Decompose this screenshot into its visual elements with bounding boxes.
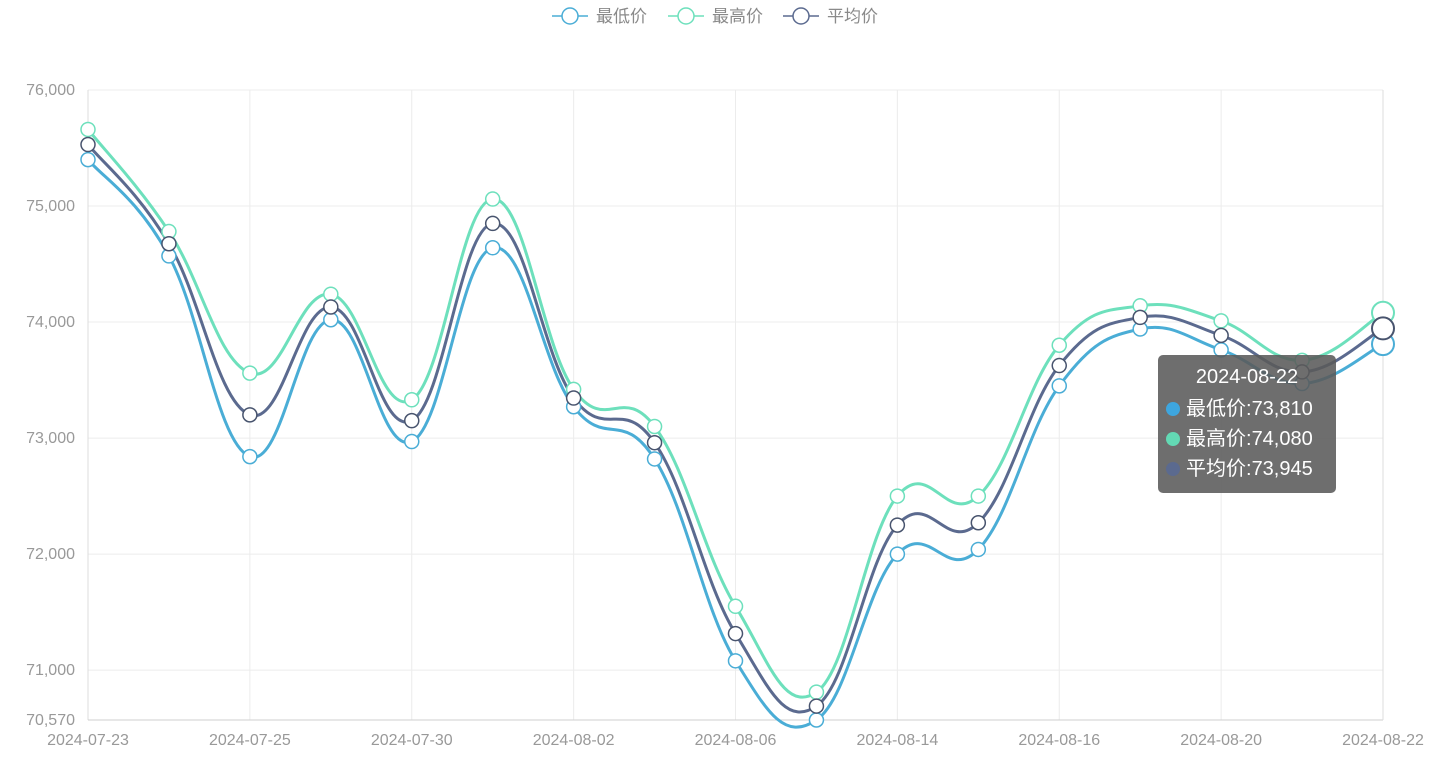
x-tick-label: 2024-08-06 [695, 732, 777, 749]
y-tick-label: 72,000 [26, 546, 75, 563]
legend-label: 最低价 [596, 7, 647, 26]
data-point-low[interactable] [727, 653, 744, 669]
data-point-high[interactable] [404, 392, 420, 408]
x-tick-label: 2024-07-23 [47, 732, 129, 749]
y-tick-label: 75,000 [26, 198, 75, 215]
series-line-avg [86, 143, 1384, 714]
data-point-high[interactable] [646, 418, 663, 435]
tooltip-label-low: 最低价 [1186, 398, 1246, 420]
data-point-low[interactable] [484, 240, 501, 256]
series-lines [86, 128, 1384, 729]
x-tick-label: 2024-07-25 [209, 732, 291, 749]
data-point-high[interactable] [1051, 337, 1067, 353]
data-point-avg[interactable] [565, 390, 582, 406]
data-point-high[interactable] [484, 191, 501, 207]
axes: 70,570 71,000 72,000 73,000 74,000 75,000 76,0… [26, 82, 1424, 749]
data-point-low[interactable] [646, 451, 663, 467]
data-point-avg[interactable] [1213, 327, 1229, 344]
y-tick-label: 73,000 [26, 430, 75, 447]
data-point-high[interactable] [323, 286, 339, 302]
data-point-high[interactable] [242, 365, 258, 381]
data-point-high[interactable] [80, 121, 96, 138]
legend-marker [677, 7, 695, 25]
legend-item-2[interactable]: 最高价 [668, 7, 763, 26]
data-point-avg[interactable] [808, 698, 825, 714]
y-tick-label: 70,570 [26, 712, 75, 729]
data-point-high[interactable] [889, 488, 906, 504]
data-point-avg[interactable] [323, 299, 339, 315]
data-point-low[interactable] [1051, 378, 1067, 394]
tooltip-value-high: 74,080 [1251, 428, 1313, 450]
data-point-avg[interactable] [161, 235, 177, 252]
data-point-low[interactable] [808, 712, 825, 728]
data-point-low[interactable] [889, 546, 906, 562]
tooltip-label-high: 最高价 [1186, 428, 1246, 450]
data-point-high[interactable] [727, 598, 744, 615]
data-point-avg[interactable] [1132, 309, 1148, 326]
data-point-high[interactable] [970, 488, 987, 504]
legend[interactable]: 最低价 最高价 平均价 [552, 7, 878, 26]
x-tick-label: 2024-08-02 [533, 732, 615, 749]
y-tick-label: 74,000 [26, 314, 75, 331]
data-point-low[interactable] [242, 448, 258, 465]
x-tick-label: 2024-07-30 [371, 732, 453, 749]
data-point-low[interactable] [323, 311, 339, 328]
legend-item-3[interactable]: 平均价 [783, 7, 878, 26]
tooltip-dot-low [1166, 402, 1180, 416]
tooltip-label-avg: 平均价 [1186, 458, 1246, 480]
tooltip-value-avg: 73,945 [1251, 458, 1313, 480]
data-point-high[interactable] [1213, 313, 1229, 329]
data-point-low[interactable] [404, 433, 420, 450]
x-tick-label: 2024-08-14 [856, 732, 938, 749]
x-tick-label: 2024-08-20 [1180, 732, 1262, 749]
data-point-avg[interactable] [484, 215, 501, 232]
tooltip-row-high: 最高价: 74,080 [1166, 424, 1328, 454]
data-point-avg[interactable] [970, 515, 987, 531]
data-point-avg[interactable] [404, 412, 420, 429]
data-point-avg[interactable] [1371, 316, 1395, 341]
tooltip-title: 2024-08-22 [1195, 366, 1299, 388]
data-point-avg[interactable] [889, 517, 906, 533]
series-line-high [86, 128, 1384, 699]
tooltip-row-low: 最低价: 73,810 [1166, 394, 1328, 424]
x-tick-label: 2024-08-22 [1342, 732, 1424, 749]
data-point-avg[interactable] [727, 625, 744, 642]
tooltip: 2024-08-22 最低价: 73,810 最高价: 74,080 平均价: … [1158, 355, 1336, 493]
series-points[interactable] [80, 121, 1395, 728]
x-tick-label: 2024-08-16 [1018, 732, 1100, 749]
data-point-avg[interactable] [80, 136, 96, 153]
tooltip-row-avg: 平均价: 73,945 [1166, 454, 1328, 484]
data-point-avg[interactable] [646, 434, 663, 451]
series-line-low [86, 158, 1384, 729]
data-point-low[interactable] [80, 151, 96, 168]
legend-label: 最高价 [712, 7, 763, 26]
y-tick-label: 71,000 [26, 662, 75, 679]
tooltip-value-low: 73,810 [1251, 398, 1313, 420]
legend-item-1[interactable]: 最低价 [552, 7, 647, 26]
y-tick-label: 76,000 [26, 82, 75, 99]
legend-marker [792, 7, 810, 25]
data-point-avg[interactable] [1051, 357, 1067, 374]
tooltip-dot-high [1166, 432, 1180, 446]
legend-label: 平均价 [827, 7, 878, 26]
data-point-low[interactable] [970, 541, 987, 558]
data-point-avg[interactable] [242, 407, 258, 423]
legend-marker [561, 7, 579, 25]
tooltip-dot-avg [1166, 462, 1180, 476]
data-point-high[interactable] [808, 684, 825, 700]
